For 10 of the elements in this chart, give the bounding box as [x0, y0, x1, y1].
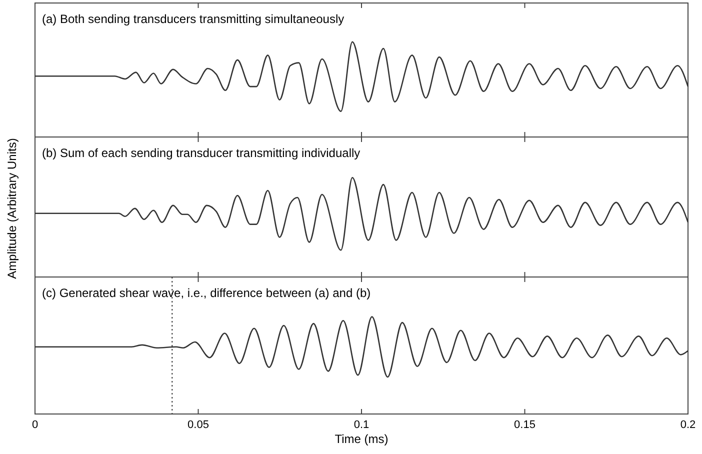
chart-title: (c) Generated shear wave, i.e., difference between (a) and (b): [42, 286, 371, 300]
y-axis-title: Amplitude (Arbitrary Units): [5, 138, 19, 279]
x-tick-label: 0.05: [188, 419, 209, 431]
x-tick-label: 0.1: [354, 419, 370, 431]
x-axis-title: Time (ms): [334, 432, 388, 446]
chart-title: (a) Both sending transducers transmitting simultaneously: [42, 12, 344, 26]
x-tick-label: 0.15: [514, 419, 536, 431]
chart-title: (b) Sum of each sending transducer transmitting individually: [42, 146, 360, 160]
x-tick-label: 0: [32, 419, 38, 431]
x-tick-label: 0.2: [680, 419, 696, 431]
